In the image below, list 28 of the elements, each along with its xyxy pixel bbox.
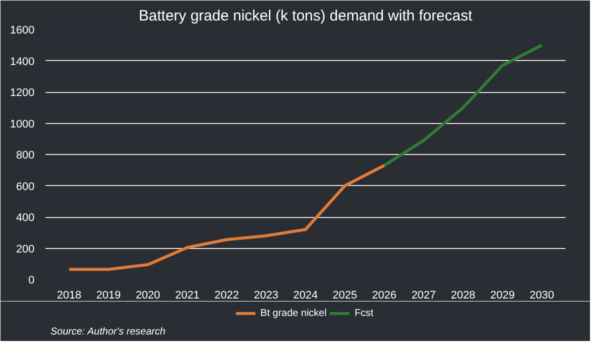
y-tick-label: 800: [16, 150, 35, 162]
x-tick-label: 2025: [332, 290, 358, 302]
y-tick-label: 1600: [10, 24, 35, 36]
x-tick-label: 2028: [450, 290, 476, 302]
x-tick-label: 2027: [411, 290, 436, 302]
y-tick-label: 1200: [10, 87, 35, 99]
x-tick-label: 2030: [530, 290, 554, 302]
x-tick-label: 2023: [254, 290, 278, 302]
x-tick-label: 2029: [490, 290, 515, 302]
x-tick-label: 2020: [136, 290, 160, 302]
chart-title: Battery grade nickel (k tons) demand with forecast: [138, 8, 474, 24]
y-tick-label: 1000: [10, 118, 35, 130]
legend-label: Bt grade nickel: [260, 308, 327, 318]
x-tick-label: 2021: [175, 290, 200, 302]
y-tick-label: 600: [16, 180, 35, 193]
y-tick-label: 200: [16, 243, 35, 256]
source-note: Source: Author's research: [50, 326, 166, 338]
y-tick-label: 0: [28, 274, 35, 286]
x-tick-label: 2018: [56, 290, 82, 302]
line-series: [382, 44, 544, 167]
x-tick-label: 2024: [293, 290, 318, 302]
x-tick-label: 2019: [96, 290, 121, 302]
x-tick-label: 2026: [372, 290, 397, 302]
y-tick-label: 1400: [10, 56, 35, 68]
legend-label: Fcst: [354, 308, 374, 318]
y-tick-label: 400: [16, 212, 35, 224]
line-series: [68, 164, 386, 271]
x-tick-label: 2022: [214, 290, 239, 302]
